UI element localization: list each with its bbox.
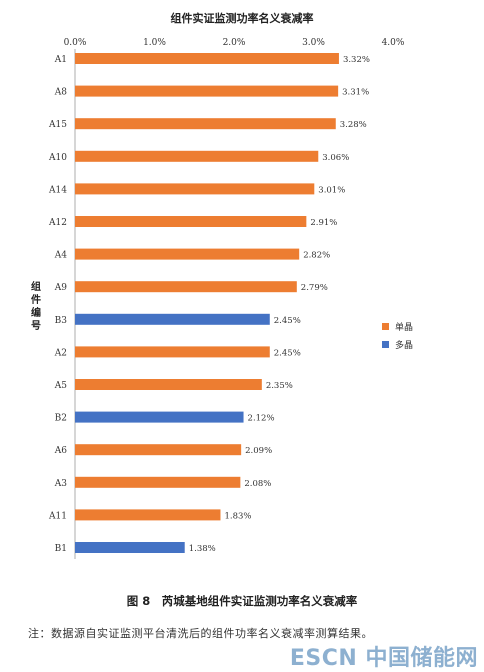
category-label: A4 — [54, 251, 67, 261]
data-label: 2.45% — [274, 316, 301, 326]
category-label: B2 — [55, 414, 67, 424]
category-label: A10 — [48, 153, 67, 163]
x-tick-label: 2.0% — [223, 38, 246, 48]
category-label: A3 — [54, 479, 67, 489]
x-tick-label: 4.0% — [382, 38, 405, 48]
bar-a4 — [75, 248, 300, 260]
category-label: A9 — [54, 283, 67, 293]
data-label: 2.12% — [248, 414, 275, 424]
bar-a5 — [75, 379, 262, 390]
category-label: A1 — [54, 55, 67, 65]
x-tick-label: 0.0% — [64, 38, 87, 48]
data-label: 3.31% — [342, 88, 369, 98]
category-label: B3 — [55, 316, 68, 326]
data-label: 2.08% — [244, 479, 271, 489]
category-label: A14 — [48, 185, 67, 195]
bar-a15 — [75, 118, 336, 130]
data-label: 1.38% — [189, 544, 216, 554]
bars: A1 3.32% A8 3.31% A15 3.28% A10 3.06% A14 3.01% A1… — [48, 53, 370, 554]
bar-a6 — [75, 444, 242, 456]
data-label: 2.91% — [310, 218, 337, 228]
category-label: B1 — [55, 544, 67, 554]
bar-b2 — [75, 411, 244, 423]
bar-a9 — [75, 281, 297, 293]
category-label: A6 — [54, 446, 67, 456]
figure-note: 注：数据源自实证监测平台清洗后的组件功率名义衰减率测算结果。 — [28, 627, 373, 640]
bar-a11 — [75, 509, 221, 521]
data-label: 3.28% — [340, 120, 367, 130]
data-label: 1.83% — [224, 511, 251, 521]
y-axis-label: 组件编号 — [31, 280, 41, 332]
data-label: 3.32% — [343, 55, 370, 65]
bar-a12 — [75, 216, 307, 227]
data-label: 3.06% — [322, 153, 349, 163]
bar-a10 — [75, 150, 319, 162]
legend-swatch — [382, 323, 389, 330]
legend-label: 单晶 — [395, 321, 413, 333]
bar-a3 — [75, 476, 241, 488]
legend-label: 多晶 — [395, 339, 413, 351]
watermark-logo: ESCN 中国储能网 — [289, 646, 478, 671]
bar-b1 — [75, 542, 185, 553]
x-tick-label: 1.0% — [143, 38, 166, 48]
bar-a8 — [75, 85, 339, 97]
category-label: A11 — [48, 511, 67, 521]
data-label: 3.01% — [318, 185, 345, 195]
category-label: A2 — [54, 348, 67, 358]
bar-b3 — [75, 313, 270, 325]
bar-a2 — [75, 346, 270, 358]
legend-swatch — [382, 341, 389, 348]
category-label: A12 — [48, 218, 67, 228]
bar-a14 — [75, 183, 315, 195]
data-label: 2.45% — [274, 348, 301, 358]
data-label: 2.35% — [266, 381, 293, 391]
x-axis-ticks: 0.0% 1.0% 2.0% 3.0% 4.0% — [64, 38, 405, 48]
category-label: A8 — [54, 88, 67, 98]
data-label: 2.79% — [301, 283, 328, 293]
figure-caption: 图 8 芮城基地组件实证监测功率名义衰减率 — [126, 594, 358, 608]
data-label: 2.09% — [245, 446, 272, 456]
x-tick-label: 3.0% — [302, 38, 325, 48]
category-label: A15 — [48, 120, 67, 130]
category-label: A5 — [54, 381, 67, 391]
bar-a1 — [75, 53, 339, 64]
chart-title: 组件实证监测功率名义衰减率 — [171, 11, 314, 25]
bar-chart: 组件实证监测功率名义衰减率 0.0% 1.0% 2.0% 3.0% 4.0% A1 3.3… — [31, 11, 413, 559]
data-label: 2.82% — [303, 251, 330, 261]
